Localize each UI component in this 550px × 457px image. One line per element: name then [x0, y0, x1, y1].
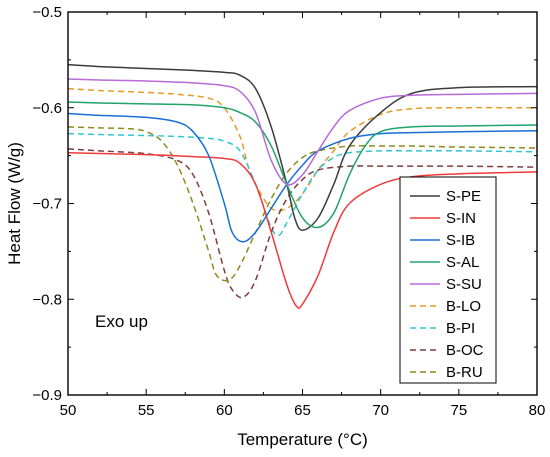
legend-label-s-su: S-SU: [446, 276, 482, 293]
series-line-b-ru: [67, 126, 538, 282]
series-line-s-ib: [67, 112, 538, 243]
legend-label-s-ib: S-IB: [446, 232, 475, 249]
legend-label-s-pe: S-PE: [446, 188, 481, 205]
series-line-s-in: [67, 152, 538, 309]
legend: S-PE S-IN S-IB S-AL S-SU B-LO B-PI B-OC B-RU: [399, 176, 497, 384]
legend-label-b-lo: B-LO: [446, 298, 481, 315]
x-tick-label: 55: [138, 402, 155, 419]
legend-label-s-in: S-IN: [446, 210, 476, 227]
y-tick-label: −0.9: [32, 387, 62, 404]
series-line-b-pi: [67, 132, 538, 237]
x-tick-label: 65: [294, 402, 311, 419]
tick-layer: 50 55 60 65 70 75 80 −0.9 −0.8 −0.7 −0.6 −0.5: [32, 4, 545, 419]
legend-label-s-al: S-AL: [446, 254, 479, 271]
y-tick-label: −0.7: [32, 196, 62, 213]
y-tick-label: −0.8: [32, 291, 62, 308]
x-tick-label: 70: [372, 402, 389, 419]
series-layer: [67, 63, 538, 309]
y-tick-label: −0.6: [32, 100, 62, 117]
series-line-s-al: [67, 101, 538, 229]
legend-label-b-ru: B-RU: [446, 364, 483, 381]
series-line-s-su: [67, 78, 538, 186]
y-tick-label: −0.5: [32, 4, 62, 21]
x-tick-label: 50: [60, 402, 77, 419]
series-line-s-pe: [67, 63, 538, 232]
series-line-b-oc: [67, 148, 538, 299]
exo-up-annotation: Exo up: [95, 312, 148, 331]
legend-label-b-oc: B-OC: [446, 342, 484, 359]
x-tick-label: 60: [216, 402, 233, 419]
x-tick-label: 80: [529, 402, 546, 419]
legend-box: [399, 176, 497, 384]
x-axis-title: Temperature (°C): [237, 430, 368, 449]
x-tick-label: 75: [450, 402, 467, 419]
y-axis-title: Heat Flow (W/g): [5, 142, 24, 265]
legend-label-b-pi: B-PI: [446, 320, 475, 337]
